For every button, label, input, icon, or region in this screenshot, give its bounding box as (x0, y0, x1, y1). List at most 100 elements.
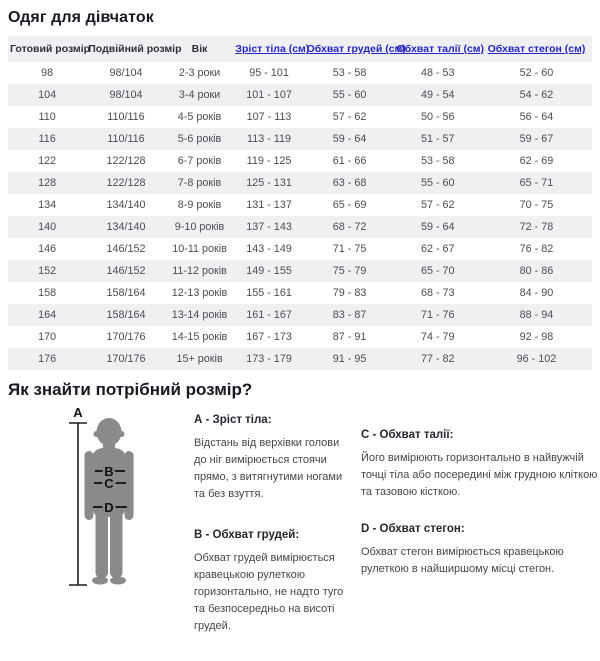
table-cell: 128 (38, 177, 57, 189)
table-cell: 170 (38, 331, 57, 343)
column-header-link[interactable]: Обхват грудей (см) (306, 43, 406, 55)
table-cell: 61 - 66 (332, 155, 367, 167)
guide-item-waist: C - Обхват талії: Його вимірюють горизон… (361, 429, 600, 501)
table-row: 98 98/104 2-3 роки 95 - 101 53 - 58 48 - 53 52… (8, 62, 592, 84)
column-header: Готовий розмір (8, 36, 90, 62)
table-cell: 75 - 79 (332, 265, 367, 277)
table-cell: 56 - 64 (519, 111, 554, 123)
table-cell: 57 - 62 (420, 199, 455, 211)
table-cell: 152 (38, 265, 57, 277)
table-cell: 63 - 68 (332, 177, 367, 189)
table-cell: 76 - 82 (519, 243, 554, 255)
table-cell: 134 (38, 199, 57, 211)
table-row: 152 146/152 11-12 років 149 - 155 75 - 79 65 … (8, 260, 592, 282)
table-cell: 59 - 64 (420, 221, 455, 233)
table-cell: 57 - 62 (332, 111, 367, 123)
label-c: C (104, 476, 114, 491)
column-header: Подвійний розмір (86, 36, 181, 62)
table-cell: 8-9 років (177, 199, 222, 211)
table-cell: 173 - 179 (246, 353, 292, 365)
table-cell: 4-5 років (177, 111, 222, 123)
table-cell: 62 - 67 (420, 243, 455, 255)
table-cell: 70 - 75 (519, 199, 554, 211)
table-cell: 10-11 років (172, 243, 227, 255)
size-table: Готовий розмір Подвійний розмір Вік Зріст т… (8, 36, 592, 370)
table-cell: 146 (38, 243, 57, 255)
table-cell: 104 (38, 89, 57, 101)
column-header[interactable]: Обхват стегон (см) (480, 36, 592, 62)
table-cell: 14-15 років (171, 331, 228, 343)
table-cell: 91 - 95 (332, 353, 367, 365)
table-cell: 125 - 131 (246, 177, 292, 189)
guide-item-text: Обхват стегон вимірюється кравецькою рул… (361, 546, 564, 576)
page-title: Одяг для дівчаток (8, 9, 154, 26)
guide-item-heading: А - Зріст тіла: (194, 414, 272, 426)
table-cell: 170/176 (106, 331, 146, 343)
guide-section-title: Як знайти потрібний розмір? (8, 380, 253, 399)
table-cell: 122/128 (106, 177, 146, 189)
table-cell: 96 - 102 (516, 353, 557, 365)
table-cell: 49 - 54 (420, 89, 455, 101)
table-cell: 88 - 94 (519, 309, 554, 321)
table-cell: 7-8 років (177, 177, 222, 189)
table-cell: 83 - 87 (332, 309, 367, 321)
column-header-link[interactable]: Зріст тіла (см) (235, 43, 310, 55)
table-cell: 92 - 98 (519, 331, 554, 343)
table-cell: 71 - 76 (420, 309, 455, 321)
table-cell: 164 (38, 309, 57, 321)
table-cell: 98 (41, 67, 54, 79)
table-cell: 158/164 (106, 287, 146, 299)
table-cell: 15+ років (176, 353, 223, 365)
table-row: 164 158/164 13-14 років 161 - 167 83 - 87 71 … (8, 304, 592, 326)
height-measure-line (69, 422, 87, 586)
table-cell: 176 (38, 353, 57, 365)
table-cell: 131 - 137 (246, 199, 292, 211)
child-silhouette (84, 418, 134, 585)
table-cell: 122 (38, 155, 57, 167)
guide-item-heading: B - Обхват грудей: (194, 529, 300, 542)
column-header[interactable]: Обхват талії (см) (394, 36, 484, 62)
table-cell: 71 - 75 (332, 243, 367, 255)
table-row: 122 122/128 6-7 років 119 - 125 61 - 66 53 - … (8, 150, 592, 172)
table-cell: 134/140 (106, 199, 146, 211)
table-cell: 161 - 167 (246, 309, 292, 321)
table-cell: 95 - 101 (249, 67, 289, 79)
table-row: 104 98/104 3-4 роки 101 - 107 55 - 60 49 - 54… (8, 84, 592, 106)
table-row: 176 170/176 15+ років 173 - 179 91 - 95 77 - … (8, 348, 592, 370)
column-header[interactable]: Зріст тіла (см) (233, 36, 309, 62)
column-header[interactable]: Обхват грудей (см) (304, 36, 406, 62)
column-header: Вік (165, 36, 234, 62)
table-cell: 116 (38, 133, 56, 145)
table-cell: 65 - 69 (332, 199, 367, 211)
table-cell: 54 - 62 (519, 89, 554, 101)
table-row: 170 170/176 14-15 років 167 - 173 87 - 91 74 … (8, 326, 592, 348)
label-a: A (73, 405, 83, 420)
table-row: 134 134/140 8-9 років 131 - 137 65 - 69 57 - … (8, 194, 592, 216)
table-cell: 110/116 (107, 111, 145, 123)
size-table-header: Готовий розмір Подвійний розмір Вік Зріст т… (8, 36, 592, 62)
column-header-link[interactable]: Обхват талії (см) (396, 43, 485, 55)
label-d: D (104, 500, 113, 515)
table-cell: 155 - 161 (246, 287, 292, 299)
table-cell: 122/128 (106, 155, 146, 167)
table-cell: 3-4 роки (178, 89, 221, 101)
table-cell: 74 - 79 (420, 331, 455, 343)
table-cell: 9-10 років (174, 221, 225, 233)
guide-item-text: Його вимірюють горизонтально в найвужчій… (361, 452, 598, 499)
table-cell: 55 - 60 (332, 89, 367, 101)
girth-measure-lines (93, 470, 127, 508)
table-cell: 53 - 58 (420, 155, 455, 167)
table-cell: 53 - 58 (332, 67, 367, 79)
table-cell: 5-6 років (177, 133, 222, 145)
table-cell: 107 - 113 (246, 111, 292, 123)
guide-item-heading: C - Обхват талії: (361, 429, 454, 441)
guide-column-right: C - Обхват талії: Його вимірюють горизон… (361, 404, 600, 600)
guide-item-hips: D - Обхват стегон: Обхват стегон вимірює… (361, 523, 600, 578)
table-cell: 13-14 років (171, 309, 228, 321)
label-b: B (104, 464, 113, 479)
table-cell: 52 - 60 (519, 67, 554, 79)
size-table-body: 98 98/104 2-3 роки 95 - 101 53 - 58 48 - 53 52… (8, 62, 592, 370)
table-cell: 80 - 86 (519, 265, 554, 277)
table-cell: 143 - 149 (246, 243, 292, 255)
column-header-link[interactable]: Обхват стегон (см) (487, 43, 586, 55)
